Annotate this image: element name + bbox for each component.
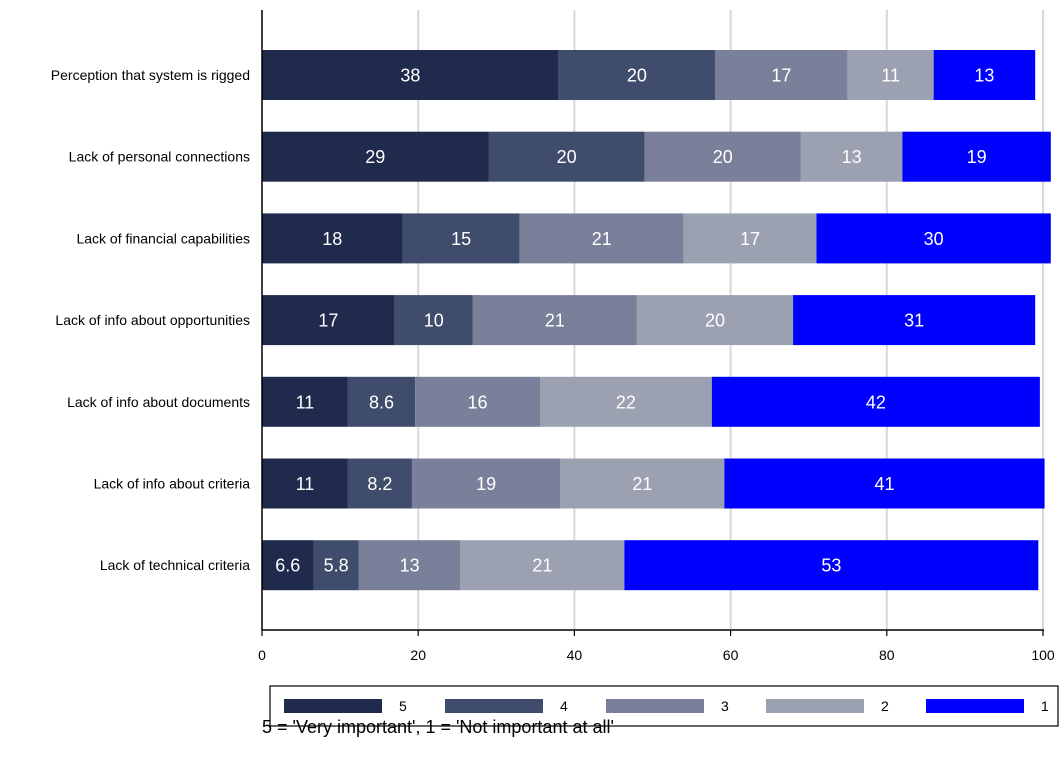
bar-segment	[262, 376, 348, 427]
category-label: Lack of info about documents	[67, 394, 250, 410]
x-tick-label: 20	[410, 647, 426, 663]
category-label: Lack of info about opportunities	[55, 312, 250, 328]
data-label: 13	[974, 66, 994, 86]
bar-segment	[933, 50, 1036, 100]
data-label: 21	[632, 474, 652, 494]
bar-segment	[411, 458, 561, 509]
bar-segment	[724, 458, 1045, 509]
data-label: 15	[451, 229, 471, 249]
data-label: 13	[400, 556, 420, 576]
legend-label: 4	[560, 698, 568, 714]
x-tick-label: 60	[723, 647, 739, 663]
data-label: 22	[616, 392, 636, 412]
legend-label: 5	[399, 698, 407, 714]
bar-segment	[262, 458, 348, 509]
bar-segment	[800, 131, 903, 182]
bar-segment	[624, 540, 1039, 591]
data-label: 11	[296, 474, 315, 494]
bar-segment	[394, 295, 473, 346]
bar-segment	[415, 376, 541, 427]
legend-swatch	[284, 699, 382, 713]
bar-segment	[711, 376, 1040, 427]
data-label: 8.2	[367, 474, 392, 494]
legend: 5 4 3 2 1	[269, 685, 1059, 727]
data-label: 19	[967, 147, 987, 167]
data-label: 31	[904, 311, 924, 331]
data-label: 10	[424, 311, 444, 331]
legend-swatch	[766, 699, 864, 713]
data-label: 13	[842, 147, 862, 167]
bar-segment	[560, 458, 725, 509]
x-tick-label: 40	[567, 647, 583, 663]
data-label: 41	[874, 474, 894, 494]
data-label: 5.8	[324, 556, 349, 576]
bar-segment	[347, 376, 416, 427]
data-label: 20	[557, 147, 577, 167]
data-label: 42	[866, 392, 886, 412]
bar-segment	[488, 131, 645, 182]
bar-segment	[262, 540, 314, 591]
x-tick-label: 0	[258, 647, 266, 663]
bar-segment	[313, 540, 359, 591]
bar-segment	[358, 540, 461, 591]
legend-label: 2	[881, 698, 889, 714]
data-label: 19	[476, 474, 496, 494]
bar-segment	[644, 131, 801, 182]
bar-segment	[558, 50, 715, 100]
category-label: Lack of financial capabilities	[76, 230, 250, 246]
chart-note: 5 = 'Very important', 1 = 'Not important…	[262, 717, 614, 737]
bar-segment	[636, 295, 794, 346]
bar-segment	[540, 376, 712, 427]
category-label: Lack of technical criteria	[100, 557, 250, 573]
bar-segment	[816, 213, 1051, 264]
bars: 38 20 17 11 13 29 20 20 13 19 18 15 21 17 30 17 10 21 20 31…	[262, 50, 1051, 591]
data-label: 11	[296, 392, 315, 412]
x-tick-label: 100	[1031, 647, 1055, 663]
bar-segment	[902, 131, 1051, 182]
legend-swatch	[445, 699, 543, 713]
category-label: Perception that system is rigged	[51, 67, 250, 83]
data-label: 53	[821, 556, 841, 576]
data-label: 18	[322, 229, 342, 249]
data-label: 20	[713, 147, 733, 167]
bar-segment	[262, 295, 395, 346]
data-label: 21	[532, 556, 552, 576]
bar-segment	[683, 213, 817, 264]
data-label: 21	[592, 229, 612, 249]
bar-segment	[472, 295, 637, 346]
data-label: 21	[545, 311, 565, 331]
bar-segment	[793, 295, 1036, 346]
data-label: 17	[318, 311, 338, 331]
bar-segment	[402, 213, 520, 264]
legend-swatch	[606, 699, 704, 713]
bar-segment	[262, 50, 559, 100]
data-label: 11	[881, 66, 900, 86]
data-label: 6.6	[275, 556, 300, 576]
data-label: 17	[771, 66, 791, 86]
data-label: 16	[468, 392, 488, 412]
bar-segment	[262, 213, 403, 264]
x-tick-label: 80	[879, 647, 895, 663]
data-label: 8.6	[369, 392, 394, 412]
legend-swatch	[926, 699, 1024, 713]
data-label: 29	[365, 147, 385, 167]
data-label: 30	[924, 229, 944, 249]
legend-label: 1	[1041, 698, 1049, 714]
category-label: Lack of personal connections	[69, 149, 250, 165]
bar-segment	[714, 50, 848, 100]
legend-label: 3	[721, 698, 729, 714]
category-label: Lack of info about criteria	[94, 476, 251, 492]
bar-segment	[347, 458, 412, 509]
data-label: 20	[705, 311, 725, 331]
data-label: 20	[627, 66, 647, 86]
axes: Perception that system is rigged Lack of …	[51, 10, 1055, 663]
bar-segment	[519, 213, 684, 264]
bar-segment	[460, 540, 625, 591]
bar-segment	[262, 131, 489, 182]
bar-segment	[847, 50, 934, 100]
data-label: 17	[740, 229, 760, 249]
data-label: 38	[400, 66, 420, 86]
